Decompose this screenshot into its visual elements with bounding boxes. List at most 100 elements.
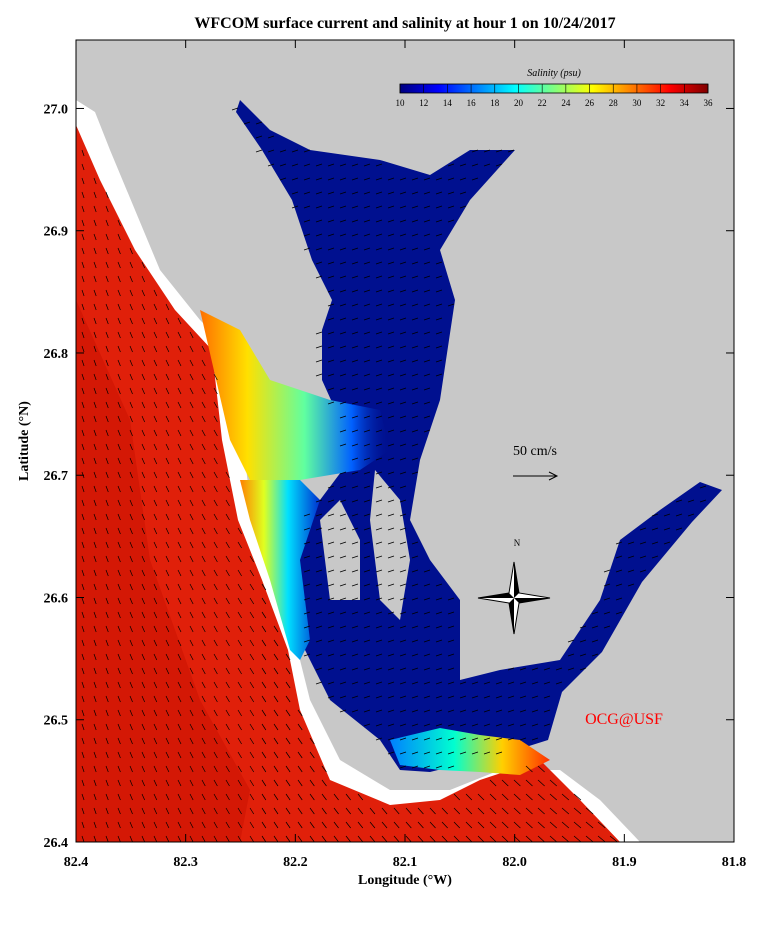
vector bbox=[237, 709, 242, 717]
vector bbox=[93, 345, 97, 353]
vector bbox=[141, 625, 145, 633]
vector bbox=[351, 205, 359, 209]
vector bbox=[585, 821, 594, 829]
vector bbox=[261, 639, 267, 647]
vector bbox=[315, 667, 323, 671]
vector bbox=[453, 793, 461, 801]
vector bbox=[471, 149, 479, 153]
vector bbox=[303, 555, 311, 559]
vector bbox=[177, 457, 182, 465]
x-tick-label: 82.1 bbox=[393, 855, 418, 870]
vector bbox=[387, 541, 395, 545]
vector bbox=[543, 681, 551, 685]
vector bbox=[81, 541, 85, 549]
y-tick-label: 26.9 bbox=[44, 225, 69, 240]
vector bbox=[327, 569, 335, 573]
vector bbox=[189, 681, 194, 689]
vector bbox=[411, 765, 419, 769]
vector bbox=[387, 289, 395, 293]
vector bbox=[117, 667, 121, 675]
vector bbox=[81, 625, 85, 633]
vector bbox=[189, 765, 194, 773]
vector bbox=[213, 625, 218, 633]
vector bbox=[357, 807, 364, 815]
vector bbox=[81, 709, 85, 717]
vector bbox=[447, 695, 455, 699]
vector bbox=[225, 541, 230, 549]
vector bbox=[165, 541, 170, 549]
vector bbox=[411, 555, 419, 559]
vector bbox=[117, 233, 121, 241]
colorbar-tick-label: 20 bbox=[514, 98, 524, 108]
vector bbox=[435, 233, 443, 237]
vector bbox=[117, 303, 121, 311]
vector bbox=[129, 275, 133, 283]
vector bbox=[93, 275, 97, 283]
vector bbox=[201, 443, 206, 451]
vector bbox=[189, 625, 194, 633]
vector bbox=[213, 793, 218, 801]
vector bbox=[387, 261, 395, 265]
vector bbox=[201, 429, 206, 437]
vector bbox=[321, 793, 327, 801]
vector bbox=[399, 331, 407, 335]
vector bbox=[333, 793, 339, 801]
vector bbox=[399, 569, 407, 573]
vector bbox=[375, 415, 383, 419]
vector bbox=[153, 485, 158, 493]
vector bbox=[153, 387, 158, 395]
vector bbox=[399, 681, 407, 685]
vector bbox=[81, 835, 85, 842]
vector bbox=[351, 233, 359, 237]
vector bbox=[375, 359, 383, 363]
vector bbox=[189, 499, 194, 507]
vector bbox=[213, 807, 218, 815]
vector bbox=[411, 275, 419, 279]
vector bbox=[435, 681, 443, 685]
vector bbox=[351, 373, 359, 377]
vector bbox=[603, 597, 611, 601]
estuary bbox=[236, 100, 722, 772]
vector bbox=[201, 611, 206, 619]
vector bbox=[411, 289, 419, 293]
vector bbox=[423, 653, 431, 657]
vector bbox=[297, 765, 303, 773]
vector bbox=[117, 737, 121, 745]
vector bbox=[411, 653, 419, 657]
vector bbox=[153, 415, 158, 423]
vector bbox=[327, 247, 335, 251]
vector bbox=[399, 387, 407, 391]
vector bbox=[117, 639, 121, 647]
vector bbox=[303, 191, 311, 195]
vector bbox=[231, 107, 239, 111]
vector bbox=[339, 191, 347, 195]
vector bbox=[399, 471, 407, 475]
vector bbox=[387, 527, 395, 531]
vector bbox=[213, 429, 218, 437]
vector bbox=[339, 331, 347, 335]
vector bbox=[285, 695, 291, 703]
vector bbox=[501, 807, 509, 815]
vector bbox=[339, 177, 347, 181]
vector bbox=[165, 485, 170, 493]
vector bbox=[129, 583, 133, 591]
vector bbox=[483, 723, 491, 727]
vector bbox=[165, 723, 170, 731]
vector bbox=[387, 737, 395, 741]
vector bbox=[177, 569, 182, 577]
vector bbox=[537, 821, 545, 829]
vector bbox=[375, 695, 383, 699]
vector bbox=[363, 625, 371, 629]
vector bbox=[177, 653, 182, 661]
vector bbox=[201, 387, 206, 395]
vector bbox=[507, 737, 515, 741]
vector bbox=[327, 499, 335, 503]
vector bbox=[153, 597, 158, 605]
vector bbox=[327, 527, 335, 531]
vector bbox=[213, 443, 218, 451]
vector bbox=[117, 289, 121, 297]
vector bbox=[93, 205, 97, 213]
vector bbox=[363, 289, 371, 293]
vector bbox=[615, 555, 623, 559]
